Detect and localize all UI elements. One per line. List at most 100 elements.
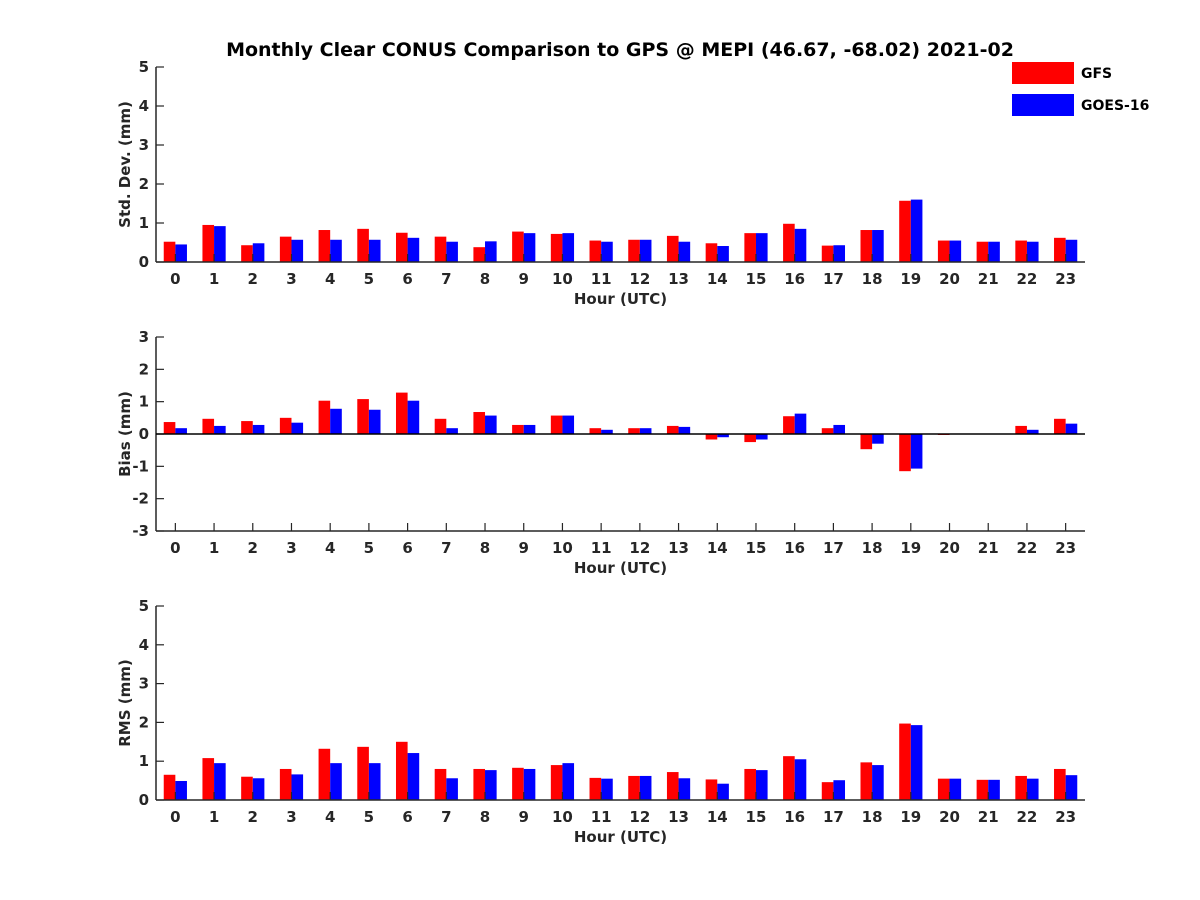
bar-goes-16-hour-17 <box>833 780 846 800</box>
x-tick-label: 7 <box>441 808 451 826</box>
bar-goes-16-hour-12 <box>639 239 652 262</box>
bar-goes-16-hour-11 <box>601 778 613 800</box>
legend-label: GFS <box>1081 66 1112 82</box>
y-tick-label: 2 <box>139 175 149 193</box>
legend-label: GOES-16 <box>1081 98 1149 114</box>
bar-gfs-hour-19 <box>899 723 911 800</box>
bar-gfs-hour-5 <box>357 228 369 262</box>
bar-goes-16-hour-14 <box>717 783 729 800</box>
x-tick-label: 8 <box>480 808 490 826</box>
x-tick-label: 22 <box>1017 808 1038 826</box>
y-tick-label: -1 <box>132 457 149 475</box>
x-tick-label: 22 <box>1017 539 1038 557</box>
bar-gfs-hour-0 <box>163 241 176 262</box>
y-tick-label: 5 <box>139 58 149 76</box>
y-tick-label: 2 <box>139 360 149 378</box>
bar-gfs-hour-10 <box>550 415 563 434</box>
bar-goes-16-hour-8 <box>485 415 497 434</box>
bar-gfs-hour-8 <box>473 247 486 262</box>
x-tick-label: 18 <box>862 808 883 826</box>
x-tick-label: 17 <box>823 539 844 557</box>
bar-goes-16-hour-3 <box>291 239 304 262</box>
bar-gfs-hour-17 <box>821 782 834 800</box>
bar-gfs-hour-0 <box>163 774 176 800</box>
bar-goes-16-hour-18 <box>872 230 884 262</box>
x-tick-label: 22 <box>1017 270 1038 288</box>
x-tick-label: 17 <box>823 808 844 826</box>
x-tick-label: 19 <box>900 808 921 826</box>
bar-gfs-hour-8 <box>473 768 486 800</box>
bar-gfs-hour-23 <box>1054 768 1066 800</box>
bar-gfs-hour-23 <box>1054 237 1066 262</box>
bar-gfs-hour-11 <box>589 240 602 262</box>
bar-goes-16-hour-9 <box>523 424 536 434</box>
x-tick-label: 20 <box>939 808 960 826</box>
bar-goes-16-hour-0 <box>175 244 187 262</box>
x-tick-label: 0 <box>170 808 180 826</box>
x-tick-label: 12 <box>629 270 650 288</box>
x-tick-label: 12 <box>629 808 650 826</box>
bar-gfs-hour-13 <box>666 425 679 434</box>
x-tick-label: 10 <box>552 808 573 826</box>
x-tick-label: 13 <box>668 270 689 288</box>
x-tick-label: 4 <box>325 808 335 826</box>
x-tick-label: 1 <box>209 270 219 288</box>
bar-gfs-hour-3 <box>279 768 292 800</box>
bar-goes-16-hour-16 <box>794 228 807 262</box>
x-tick-label: 1 <box>209 539 219 557</box>
bar-goes-16-hour-22 <box>1026 429 1039 434</box>
bar-goes-16-hour-5 <box>368 239 381 262</box>
x-axis-label: Hour (UTC) <box>574 559 667 577</box>
x-tick-label: 16 <box>784 808 805 826</box>
x-tick-label: 13 <box>668 808 689 826</box>
x-tick-label: 23 <box>1055 539 1076 557</box>
y-tick-label: -3 <box>132 522 149 540</box>
y-tick-label: 5 <box>139 597 149 615</box>
bar-goes-16-hour-18 <box>872 765 884 800</box>
bar-gfs-hour-3 <box>279 236 292 262</box>
x-tick-label: 0 <box>170 270 180 288</box>
bar-goes-16-hour-10 <box>562 415 575 434</box>
bar-goes-16-hour-5 <box>368 409 381 434</box>
bar-goes-16-hour-9 <box>523 233 536 262</box>
bar-goes-16-hour-8 <box>485 770 497 800</box>
bar-goes-16-hour-22 <box>1026 241 1039 262</box>
bar-gfs-hour-1 <box>202 758 215 800</box>
y-tick-label: 3 <box>139 328 149 346</box>
bar-gfs-hour-5 <box>357 399 369 434</box>
bar-goes-16-hour-12 <box>639 428 652 434</box>
bar-gfs-hour-2 <box>241 245 253 262</box>
x-tick-label: 19 <box>900 539 921 557</box>
y-tick-label: 1 <box>139 752 149 770</box>
bar-gfs-hour-2 <box>241 776 253 800</box>
chart-title: Monthly Clear CONUS Comparison to GPS @ … <box>226 39 1014 61</box>
legend-swatch-goes-16 <box>1012 94 1074 116</box>
bar-goes-16-hour-5 <box>368 763 381 800</box>
x-tick-label: 15 <box>746 539 767 557</box>
bar-goes-16-hour-11 <box>601 241 613 262</box>
x-tick-label: 13 <box>668 539 689 557</box>
bar-goes-16-hour-23 <box>1065 239 1078 262</box>
bar-goes-16-hour-7 <box>446 428 458 434</box>
y-tick-label: 0 <box>139 253 149 271</box>
bar-gfs-hour-17 <box>821 245 834 262</box>
x-tick-label: 4 <box>325 270 335 288</box>
bar-goes-16-hour-13 <box>678 426 691 434</box>
bar-gfs-hour-18 <box>860 434 873 450</box>
bar-gfs-hour-22 <box>1015 240 1027 262</box>
x-tick-label: 0 <box>170 539 180 557</box>
bar-gfs-hour-3 <box>279 417 292 434</box>
bar-goes-16-hour-20 <box>949 240 962 262</box>
x-tick-label: 7 <box>441 539 451 557</box>
y-tick-label: 0 <box>139 425 149 443</box>
x-tick-label: 4 <box>325 539 335 557</box>
x-tick-label: 20 <box>939 270 960 288</box>
bar-goes-16-hour-4 <box>330 763 342 800</box>
bar-goes-16-hour-17 <box>833 245 846 262</box>
bar-goes-16-hour-6 <box>407 400 420 434</box>
x-tick-label: 3 <box>286 808 296 826</box>
bar-gfs-hour-22 <box>1015 425 1027 434</box>
